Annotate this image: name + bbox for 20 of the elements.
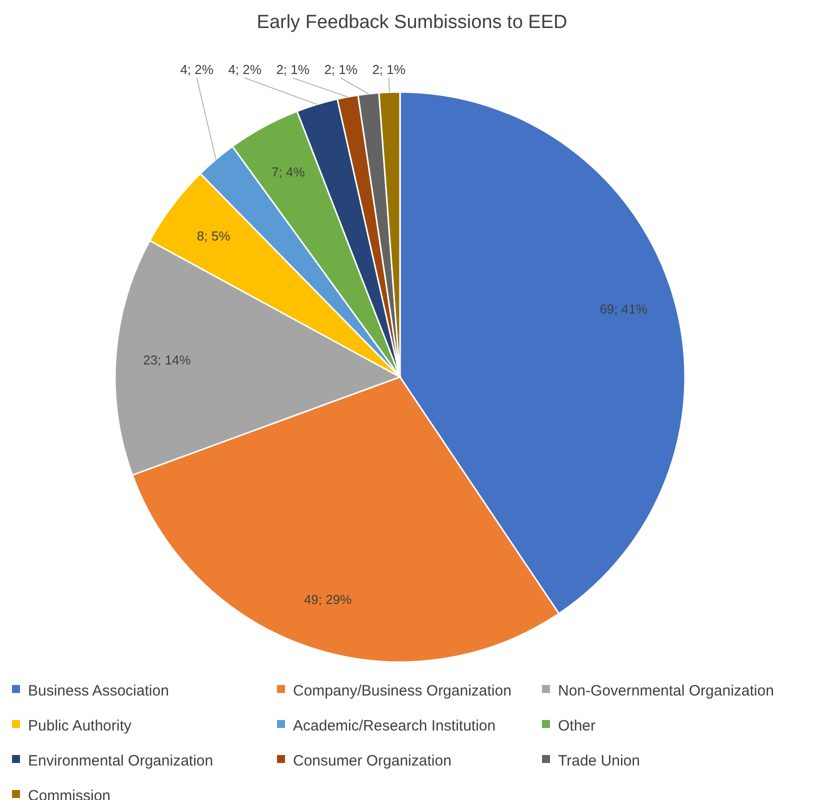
data-label: 2; 1% (276, 62, 310, 77)
data-label: 8; 5% (196, 228, 231, 244)
data-label: 2; 1% (324, 62, 358, 77)
data-label: 69; 41% (600, 301, 648, 316)
data-label: 7; 4% (272, 164, 306, 180)
data-label: 2; 1% (372, 62, 406, 77)
data-label: 49; 29% (304, 592, 352, 607)
legend-label: Consumer Organization (293, 752, 452, 770)
legend-label: Public Authority (28, 717, 132, 734)
legend-label: Trade Union (558, 752, 640, 770)
legend-label: Non-Governmental Organization (558, 682, 774, 700)
legend-label: Company/Business Organization (293, 682, 512, 700)
legend-label: Business Association (28, 682, 169, 700)
data-label: 4; 2% (228, 62, 262, 77)
data-label: 4; 2% (180, 62, 214, 77)
legend-label: Academic/Research Institution (293, 717, 496, 734)
data-label: 23; 14% (143, 352, 192, 368)
legend-label: Environmental Organization (28, 752, 214, 770)
chart-title: Early Feedback Sumbissions to EED (256, 12, 568, 33)
legend-label: Other (558, 717, 596, 734)
